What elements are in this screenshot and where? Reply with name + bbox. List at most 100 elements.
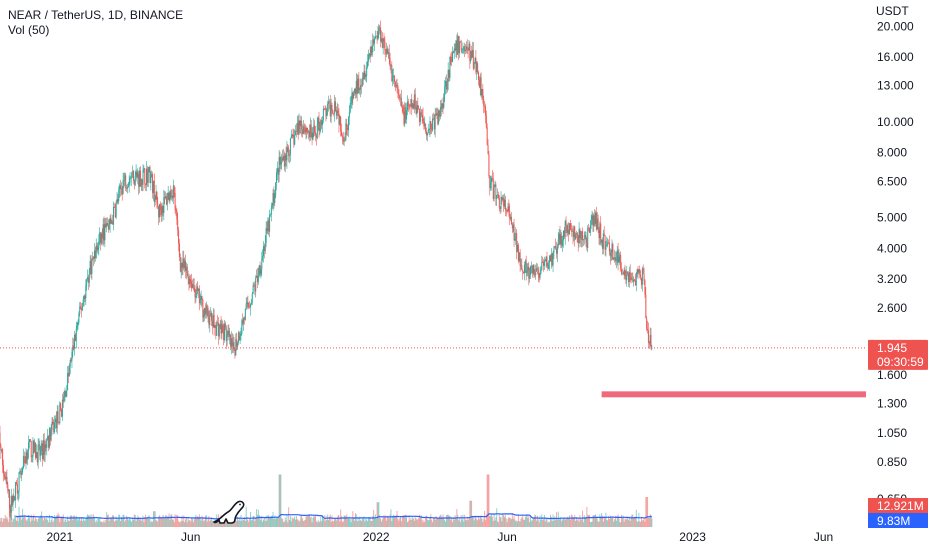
volume-bar <box>496 508 498 527</box>
candle-body <box>520 265 522 267</box>
volume-bar <box>537 519 539 527</box>
volume-bar <box>330 521 332 527</box>
candle-body <box>508 206 510 211</box>
volume-bar <box>515 521 517 527</box>
x-axis[interactable]: 2021 Jun 2022 Jun 2023 Jun <box>46 530 833 544</box>
candle-body <box>93 256 95 259</box>
volume-bar <box>115 516 117 527</box>
volume-bar <box>290 521 292 527</box>
candle-body <box>322 108 324 121</box>
volume-bar <box>575 517 577 527</box>
candle-body <box>342 137 344 142</box>
candle-body <box>32 440 34 457</box>
volume-bar <box>134 514 136 527</box>
candle-body <box>255 277 257 292</box>
candle-body <box>452 51 454 62</box>
candle-body <box>634 280 636 286</box>
candle-body <box>621 274 623 275</box>
volume-bar <box>171 514 173 527</box>
volume-bar <box>637 521 639 527</box>
candle-body <box>541 261 543 271</box>
volume-bar <box>604 517 606 527</box>
candle-body <box>30 440 32 458</box>
candle-body <box>159 204 161 218</box>
candle-body <box>250 302 252 305</box>
volume-bar <box>207 518 209 527</box>
candle-body <box>246 302 248 304</box>
candle-body <box>538 274 540 278</box>
highlight-zone[interactable] <box>601 391 866 398</box>
volume-bar <box>218 520 220 527</box>
y-axis[interactable]: USDT20.00016.00013.00010.0008.0006.5005.… <box>876 4 914 506</box>
candle-body <box>92 256 94 259</box>
volume-bar <box>399 516 401 527</box>
candle-body <box>121 188 123 195</box>
candle-body <box>638 269 640 273</box>
candle-body <box>111 221 113 224</box>
volume-bar <box>282 518 284 527</box>
volume-bar <box>41 516 43 527</box>
volume-bar <box>158 516 160 527</box>
candle-body <box>39 444 41 456</box>
candle-body <box>377 31 379 40</box>
volume-bar <box>157 521 159 527</box>
candle-body <box>158 206 160 218</box>
volume-bar <box>439 516 441 527</box>
y-axis-unit: USDT <box>876 4 909 18</box>
candle-body <box>321 120 323 125</box>
volume-bar <box>449 515 451 527</box>
candle-body <box>374 36 376 39</box>
volume-bar <box>474 515 476 527</box>
y-tick-label: 20.000 <box>877 19 914 33</box>
volume-bar <box>53 520 55 527</box>
volume-bar <box>190 521 192 527</box>
candle-body <box>88 269 90 283</box>
volume-bar <box>154 511 156 527</box>
volume-bar <box>100 521 102 527</box>
candle-body <box>373 39 375 44</box>
dinosaur-logo-icon[interactable] <box>213 500 245 524</box>
volume-bar <box>329 514 331 527</box>
candle-body <box>163 197 165 213</box>
volume-bar <box>451 518 453 527</box>
candle-body <box>395 84 397 87</box>
volume-bar <box>151 520 153 527</box>
candle-body <box>375 36 377 37</box>
candle-body <box>181 263 183 268</box>
candle-body <box>189 279 191 284</box>
candle-body <box>142 169 144 185</box>
volume-bar <box>337 515 339 527</box>
candle-body <box>530 266 532 275</box>
candle-body <box>592 215 594 226</box>
candle-body <box>328 101 330 104</box>
volume-bar <box>14 514 16 527</box>
volume-bar <box>389 514 391 527</box>
volume-bar <box>556 512 558 527</box>
candle-body <box>120 188 122 190</box>
y-tick-label: 8.000 <box>877 146 907 160</box>
candle-body <box>616 250 618 260</box>
volume-bar <box>476 519 478 527</box>
volume-bar <box>425 516 427 527</box>
volume-bar <box>260 520 262 527</box>
candle-body <box>369 53 371 57</box>
volume-indicator-label[interactable]: Vol (50) <box>8 23 50 37</box>
volume-bar <box>630 516 632 527</box>
candle-body <box>403 111 405 125</box>
volume-bar <box>465 520 467 527</box>
volume-bar <box>58 514 60 527</box>
symbol-title[interactable]: NEAR / TetherUS, 1D, BINANCE <box>8 8 184 22</box>
volume-bar <box>491 516 493 527</box>
candle-body <box>256 275 258 278</box>
volume-bar <box>543 519 545 527</box>
volume-bar <box>413 520 415 527</box>
volume-bar <box>263 519 265 527</box>
candle-body <box>618 256 620 263</box>
volume-bar <box>146 517 148 527</box>
candle-body <box>313 125 315 133</box>
volume-bar <box>72 520 74 527</box>
volume-bar <box>488 474 490 527</box>
candle-body <box>113 206 115 225</box>
